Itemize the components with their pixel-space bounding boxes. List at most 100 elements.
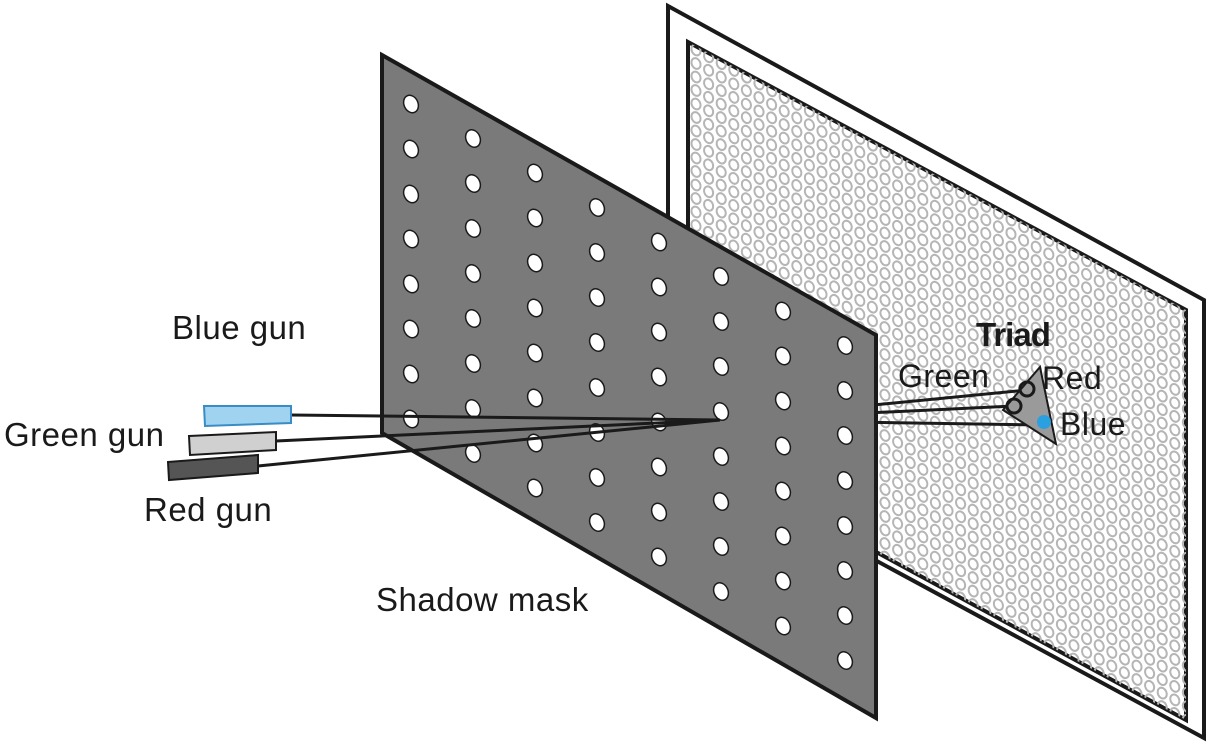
phosphor-dot — [690, 664, 702, 678]
phosphor-dot — [728, 671, 740, 685]
phosphor-dot — [1055, 308, 1067, 322]
phosphor-dot — [1118, 274, 1130, 288]
phosphor-dot — [929, 564, 941, 578]
mask-aperture — [712, 357, 730, 376]
phosphor-dot — [929, 496, 941, 510]
phosphor-dot — [1144, 477, 1156, 491]
phosphor-dot — [1055, 240, 1067, 254]
phosphor-dot — [942, 706, 954, 719]
phosphor-dot — [929, 510, 941, 524]
phosphor-dot — [892, 503, 904, 517]
phosphor-dot — [715, 165, 727, 178]
shadow-mask-plate — [380, 51, 878, 722]
phosphor-dot — [866, 314, 878, 328]
phosphor-dot — [753, 226, 765, 239]
phosphor-dot — [690, 705, 702, 718]
phosphor-dot — [980, 699, 992, 713]
phosphor-dot — [1043, 450, 1055, 463]
phosphor-dot — [1018, 247, 1030, 261]
phosphor-dot — [879, 456, 891, 469]
phosphor-dot — [1055, 537, 1067, 551]
phosphor-dot — [753, 658, 765, 671]
phosphor-dot — [980, 348, 992, 362]
phosphor-dot — [690, 651, 702, 664]
phosphor-dot — [917, 530, 929, 544]
phosphor-dot — [892, 449, 904, 463]
phosphor-dot — [967, 355, 979, 368]
phosphor-dot — [866, 719, 878, 720]
phosphor-dot — [917, 665, 929, 679]
phosphor-dot — [1169, 383, 1181, 396]
phosphor-dot — [1081, 564, 1093, 578]
phosphor-dot — [1144, 328, 1156, 342]
phosphor-dot — [1005, 645, 1017, 659]
phosphor-dot — [1093, 652, 1105, 666]
phosphor-dot — [1093, 261, 1105, 274]
phosphor-dot — [841, 179, 853, 192]
phosphor-dot — [1131, 673, 1143, 686]
phosphor-dot — [942, 625, 954, 638]
phosphor-dot — [1055, 389, 1067, 403]
phosphor-dot — [980, 267, 992, 281]
phosphor-dot — [1005, 321, 1017, 335]
phosphor-dot — [1030, 294, 1042, 308]
phosphor-dot — [892, 597, 904, 611]
phosphor-dot — [1131, 389, 1143, 403]
phosphor-dot — [1169, 653, 1181, 666]
phosphor-dot — [980, 483, 992, 497]
phosphor-dot — [690, 124, 702, 138]
phosphor-dot — [1181, 686, 1186, 700]
phosphor-dot — [1144, 355, 1156, 369]
phosphor-dot — [942, 368, 954, 382]
mask-aperture — [588, 513, 606, 532]
phosphor-dot — [1118, 301, 1130, 315]
phosphor-dot — [992, 233, 1004, 247]
phosphor-dot — [766, 111, 778, 125]
phosphor-dot — [892, 314, 904, 328]
phosphor-dot — [1156, 632, 1168, 646]
phosphor-dot — [766, 664, 778, 678]
phosphor-dot — [929, 307, 941, 321]
phosphor-dot — [690, 138, 702, 151]
phosphor-dot — [992, 679, 1004, 693]
phosphor-dot — [917, 206, 929, 220]
phosphor-dot — [1043, 355, 1055, 369]
phosphor-dot — [690, 219, 702, 232]
phosphor-dot — [942, 679, 954, 692]
phosphor-dot — [929, 375, 941, 389]
phosphor-dot — [1030, 699, 1042, 713]
phosphor-dot — [728, 685, 740, 698]
phosphor-dot — [1030, 321, 1042, 335]
phosphor-dot — [955, 618, 967, 632]
phosphor-dot — [1181, 470, 1186, 484]
phosphor-dot — [1156, 551, 1168, 565]
phosphor-dot — [904, 510, 916, 523]
phosphor-dot — [1181, 646, 1186, 660]
phosphor-dot — [1068, 423, 1080, 436]
phosphor-dot — [1131, 376, 1143, 389]
phosphor-dot — [967, 409, 979, 422]
phosphor-dot — [929, 658, 941, 672]
phosphor-dot — [1131, 713, 1143, 720]
mask-aperture — [712, 537, 730, 556]
phosphor-dot — [1106, 416, 1118, 430]
triad-red-label: Red — [1042, 360, 1102, 396]
phosphor-dot — [1144, 517, 1156, 531]
phosphor-dot — [1144, 531, 1156, 545]
phosphor-dot — [1181, 551, 1186, 565]
phosphor-dot — [1118, 625, 1130, 639]
phosphor-dot — [1018, 679, 1030, 693]
phosphor-dot — [841, 705, 853, 719]
phosphor-dot — [866, 233, 878, 247]
phosphor-dot — [929, 672, 941, 686]
phosphor-dot — [715, 192, 727, 205]
phosphor-dot — [1181, 497, 1186, 511]
phosphor-dot — [703, 684, 715, 698]
phosphor-dot — [992, 287, 1004, 301]
phosphor-dot — [866, 300, 878, 314]
phosphor-dot — [690, 691, 702, 705]
phosphor-dot — [879, 618, 891, 631]
phosphor-dot — [1068, 328, 1080, 342]
phosphor-dot — [992, 476, 1004, 490]
